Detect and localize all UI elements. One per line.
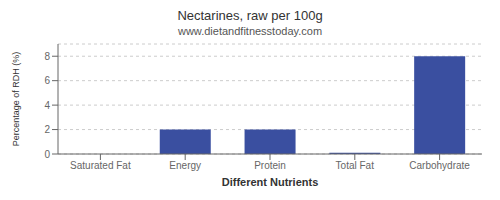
svg-text:2: 2 (44, 124, 50, 135)
html-text:Nectarines, raw per 100g: Nectarines, raw per 100g (177, 8, 323, 23)
svg-text:6: 6 (44, 75, 50, 86)
html-text:www.dietandfitnesstoday.com: www.dietandfitnesstoday.com (178, 25, 322, 37)
svg-text:Energy: Energy (169, 160, 201, 171)
svg-text:Protein: Protein (254, 160, 286, 171)
svg-text:4: 4 (44, 100, 50, 111)
svg-text:Total Fat: Total Fat (336, 160, 375, 171)
svg-text:Percentage of RDH (%): Percentage of RDH (%) (11, 52, 21, 147)
svg-text:8: 8 (44, 51, 50, 62)
svg-text:Saturated Fat: Saturated Fat (70, 160, 131, 171)
svg-text:Carbohydrate: Carbohydrate (409, 160, 470, 171)
svg-text:0: 0 (44, 149, 50, 160)
svg-text:Different Nutrients: Different Nutrients (222, 176, 319, 188)
